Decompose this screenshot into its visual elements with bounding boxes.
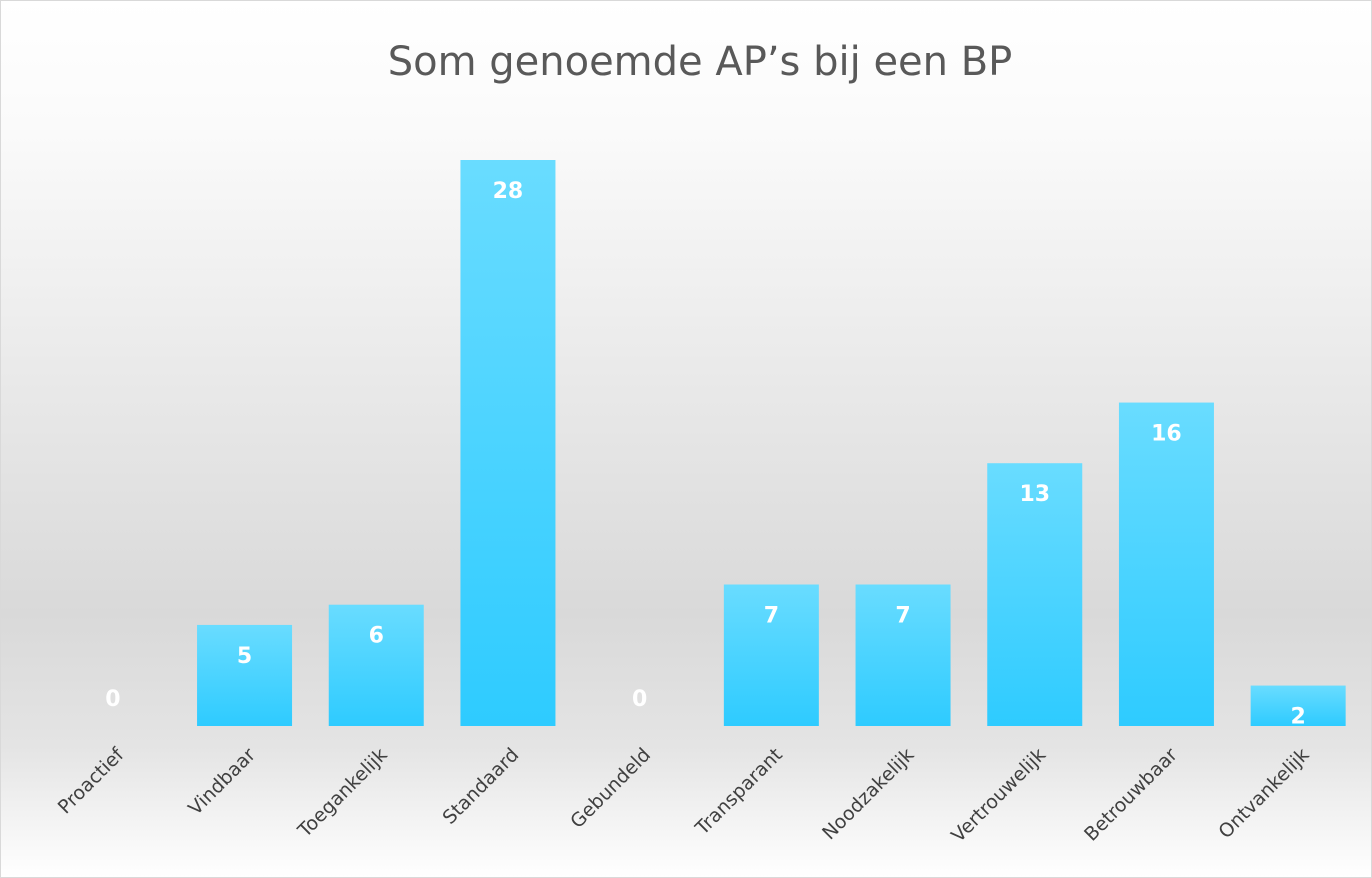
data-label: 28 [493,179,524,204]
data-label: 5 [237,644,252,669]
chart-title: Som genoemde AP’s bij een BP [388,39,1013,85]
data-label: 0 [105,687,120,712]
bar [855,584,951,726]
bar [723,584,819,726]
data-label: 7 [895,604,910,629]
bar [987,463,1083,726]
data-label: 13 [1019,482,1050,507]
bar [1250,685,1346,726]
bar [328,604,424,726]
bar [460,160,556,726]
data-label: 0 [632,687,647,712]
data-label: 6 [369,624,384,649]
data-label: 7 [764,604,779,629]
data-label: 16 [1151,422,1182,447]
bar [1118,402,1214,726]
data-label: 2 [1290,705,1305,730]
bar [197,624,293,726]
